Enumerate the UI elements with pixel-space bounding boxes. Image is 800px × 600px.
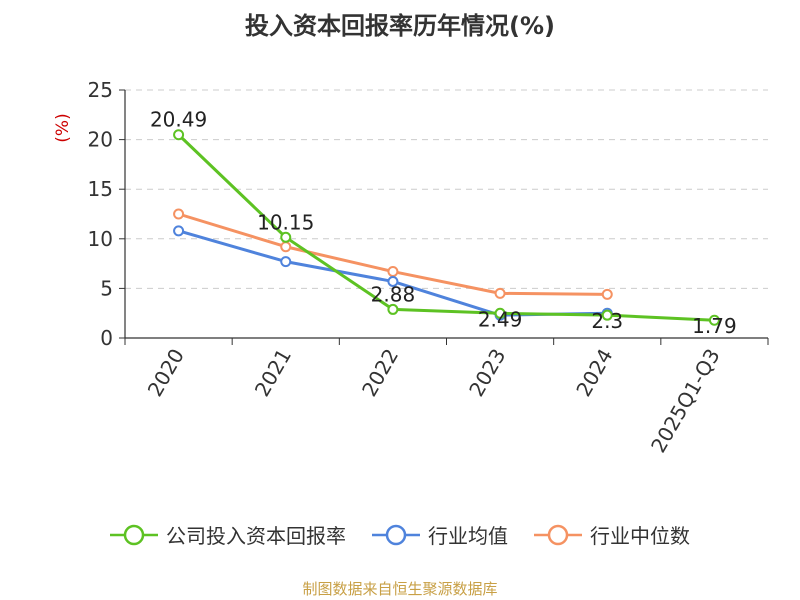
y-tick-label: 5	[100, 276, 113, 300]
data-point	[494, 307, 506, 319]
x-tick-label: 2020	[143, 345, 189, 401]
data-point	[173, 208, 185, 220]
data-point	[173, 129, 185, 141]
grid-lines	[125, 89, 768, 289]
source-note: 制图数据来自恒生聚源数据库	[302, 580, 498, 598]
legend-marker-icon	[372, 524, 420, 545]
data-point	[387, 303, 399, 315]
legend-circle	[385, 524, 407, 545]
x-tick-label: 2022	[357, 345, 403, 401]
data-point	[708, 314, 720, 326]
legend: 公司投入资本回报率 行业均值 行业中位数	[0, 520, 800, 549]
y-tick-label: 0	[100, 326, 113, 350]
x-tick-label: 2024	[571, 345, 617, 401]
y-tick-label: 15	[88, 177, 113, 201]
axes	[119, 89, 769, 345]
legend-item[interactable]: 公司投入资本回报率	[110, 520, 346, 549]
legend-marker-icon	[110, 524, 158, 545]
legend-item[interactable]: 行业均值	[372, 520, 508, 549]
chart-title: 投入资本回报率历年情况(%)	[245, 12, 555, 40]
x-tick-label: 2021	[250, 345, 296, 401]
data-label: 2.88	[371, 282, 416, 306]
legend-circle	[123, 524, 145, 545]
data-label: 1.79	[692, 314, 737, 338]
y-tick-label: 10	[88, 227, 113, 251]
x-tick-label: 2023	[464, 345, 510, 401]
x-tick-labels: 2020 2021 2022 2023 2024 2025Q1-Q3	[143, 345, 725, 457]
series-lines	[173, 129, 720, 326]
legend-circle	[547, 524, 569, 545]
data-point	[387, 266, 399, 278]
y-axis-label: (%)	[53, 113, 73, 142]
data-point	[280, 231, 292, 243]
data-point	[280, 241, 292, 253]
series-line-0	[177, 133, 715, 322]
line-chart: 0 5 10 15 20 25 2020 2021 2022 2023 2024 2025Q1-Q3…	[53, 78, 769, 457]
data-label: 2.49	[478, 307, 523, 331]
data-point	[601, 309, 613, 321]
data-label: 2.3	[591, 309, 623, 333]
legend-label: 公司投入资本回报率	[166, 524, 346, 548]
y-tick-label: 20	[88, 128, 113, 152]
legend-label: 行业中位数	[590, 524, 690, 548]
y-tick-labels: 0 5 10 15 20 25	[88, 78, 113, 350]
data-point	[280, 256, 292, 268]
y-tick-label: 25	[88, 78, 113, 102]
data-point	[494, 287, 506, 299]
legend-item[interactable]: 行业中位数	[534, 520, 690, 549]
legend-label: 行业均值	[428, 524, 508, 548]
data-labels: 20.49 10.15 2.88 2.49 2.3 1.79	[150, 108, 737, 339]
legend-marker-icon	[534, 524, 582, 545]
data-label: 10.15	[257, 210, 314, 234]
data-point	[173, 225, 185, 237]
data-point	[601, 288, 613, 300]
data-point	[387, 275, 399, 287]
data-label: 20.49	[150, 108, 207, 132]
x-tick-label: 2025Q1-Q3	[646, 345, 725, 457]
